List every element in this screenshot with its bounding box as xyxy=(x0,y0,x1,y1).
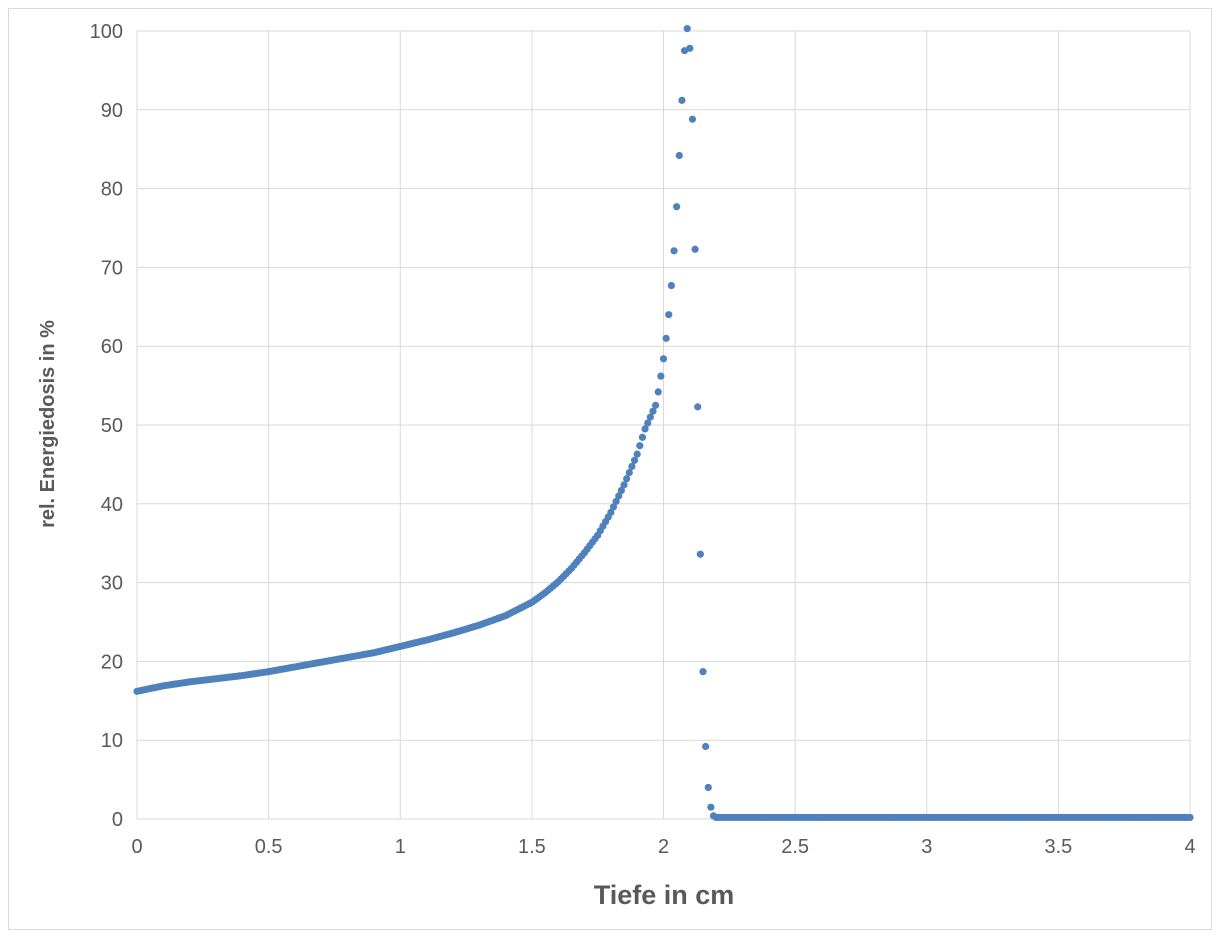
x-tick-label: 0 xyxy=(131,836,142,858)
data-point xyxy=(625,468,633,477)
data-point xyxy=(694,403,702,411)
x-tick-label: 3 xyxy=(921,836,932,858)
data-point xyxy=(665,311,673,319)
y-tick-label: 50 xyxy=(101,415,123,437)
data-point xyxy=(667,281,675,290)
data-point xyxy=(678,96,686,104)
x-axis-title: Tiefe in cm xyxy=(594,880,735,910)
y-tick-label: 70 xyxy=(101,257,123,279)
data-point xyxy=(654,388,662,396)
data-point xyxy=(607,508,615,517)
data-point xyxy=(636,442,644,450)
y-tick-label: 40 xyxy=(101,494,123,516)
data-point xyxy=(702,742,710,751)
y-tick-label: 30 xyxy=(101,573,123,595)
x-tick-label: 1.5 xyxy=(518,836,546,858)
data-point xyxy=(617,486,625,495)
chart-frame xyxy=(8,8,1212,930)
grid-lines xyxy=(136,30,1191,820)
data-point xyxy=(683,25,691,33)
data-point xyxy=(707,803,715,811)
data-point xyxy=(644,419,652,427)
data-points xyxy=(133,25,1194,822)
x-tick-label: 3.5 xyxy=(1044,836,1072,858)
x-tick-label: 1 xyxy=(395,836,406,858)
data-point xyxy=(633,450,641,458)
data-point xyxy=(646,413,654,421)
data-point xyxy=(652,401,660,409)
data-point xyxy=(620,481,628,489)
x-tick-label: 2.5 xyxy=(781,836,809,858)
y-tick-label: 20 xyxy=(101,651,123,673)
data-point xyxy=(662,334,670,342)
data-point xyxy=(638,433,647,441)
data-point xyxy=(649,407,657,415)
y-tick-label: 100 xyxy=(90,21,123,43)
x-tick-label: 0.5 xyxy=(255,836,283,858)
y-tick-labels: 0 10 20 30 40 50 60 70 80 90 100 xyxy=(90,21,123,831)
data-point xyxy=(673,203,681,211)
data-point xyxy=(609,503,618,511)
data-point xyxy=(612,497,620,506)
x-tick-label: 2 xyxy=(658,836,669,858)
data-point xyxy=(1186,813,1194,822)
y-tick-label: 0 xyxy=(112,809,123,831)
x-tick-label: 4 xyxy=(1184,836,1195,858)
data-point xyxy=(699,668,707,676)
data-point xyxy=(688,115,697,123)
data-point xyxy=(659,355,668,363)
data-point xyxy=(704,783,712,792)
y-tick-label: 60 xyxy=(101,336,123,358)
data-point xyxy=(623,475,631,483)
data-point xyxy=(641,425,649,433)
data-point xyxy=(630,456,639,464)
data-point xyxy=(628,462,636,471)
y-tick-label: 90 xyxy=(101,100,123,122)
data-point xyxy=(691,245,699,253)
data-point xyxy=(670,247,678,255)
data-point xyxy=(696,550,704,558)
y-axis-title: rel. Energiedosis in % xyxy=(37,320,59,528)
x-tick-labels: 0 0.5 1 1.5 2 2.5 3 3.5 4 xyxy=(131,836,1195,858)
y-tick-label: 10 xyxy=(101,730,123,752)
data-point xyxy=(615,492,623,500)
y-tick-label: 80 xyxy=(101,179,123,201)
data-point xyxy=(675,151,683,160)
data-point xyxy=(686,44,694,52)
data-point xyxy=(657,372,665,380)
